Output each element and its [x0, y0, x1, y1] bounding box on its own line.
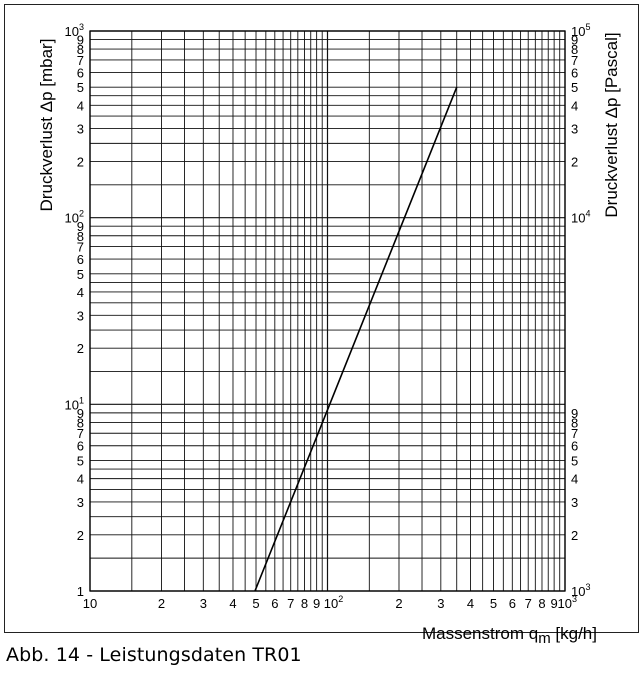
y-tick-label: 4 — [77, 285, 84, 300]
y-tick-label: 2 — [77, 154, 84, 169]
y-tick-label: 103 — [65, 22, 84, 39]
y-tick-label: 8 — [77, 415, 84, 430]
y2-tick-label: 4 — [571, 98, 578, 113]
series-line — [254, 86, 458, 592]
y2-tick-label: 3 — [571, 122, 578, 137]
series-layer — [254, 86, 458, 592]
tick-labels: 10 2 3 4 5 6 7 8 9 102 2 3 4 5 6 7 8 9 1031234567891012345… — [65, 22, 591, 611]
y2-tick-label: 5 — [571, 80, 578, 95]
y-tick-label: 9 — [77, 219, 84, 234]
y2-tick-label: 8 — [571, 415, 578, 430]
y2-tick-label: 6 — [571, 439, 578, 454]
y-tick-label: 5 — [77, 454, 84, 469]
plot-area — [89, 30, 566, 592]
y-tick-label: 6 — [77, 439, 84, 454]
x-axis-label: Massenstrom qm [kg/h] — [422, 624, 597, 647]
x-tick-label: 7 — [525, 596, 532, 611]
y-tick-label: 9 — [77, 406, 84, 421]
y2-tick-label: 104 — [571, 209, 590, 226]
x-tick-label: 4 — [467, 596, 474, 611]
y-tick-label: 4 — [77, 98, 84, 113]
x-axis-label-unit: [kg/h] — [551, 624, 597, 643]
y-tick-label: 2 — [77, 528, 84, 543]
x-tick-label: 3 — [437, 596, 444, 611]
figure-frame — [4, 4, 639, 633]
y-tick-label: 7 — [77, 53, 84, 68]
x-tick-label: 5 — [490, 596, 497, 611]
y-tick-label: 7 — [77, 426, 84, 441]
y-tick-label: 4 — [77, 472, 84, 487]
y2-tick-label: 7 — [571, 426, 578, 441]
x-axis-label-main: Massenstrom q — [422, 624, 538, 643]
y-tick-label: 3 — [77, 495, 84, 510]
y-tick-label: 6 — [77, 252, 84, 267]
x-tick-label: 102 — [324, 594, 343, 611]
x-tick-label: 2 — [158, 596, 165, 611]
y-tick-label: 6 — [77, 65, 84, 80]
x-tick-label: 3 — [200, 596, 207, 611]
y-tick-label: 3 — [77, 308, 84, 323]
y2-tick-label: 2 — [571, 528, 578, 543]
y-tick-label: 101 — [65, 395, 84, 412]
y2-tick-label: 3 — [571, 495, 578, 510]
x-tick-label: 6 — [509, 596, 516, 611]
y-tick-label: 1 — [77, 584, 84, 599]
y-tick-label: 3 — [77, 122, 84, 137]
x-axis-label-sub: m — [538, 630, 551, 647]
x-tick-label: 9 — [313, 596, 320, 611]
y-tick-label: 8 — [77, 229, 84, 244]
x-tick-label: 103 — [558, 594, 577, 611]
y2-tick-label: 9 — [571, 33, 578, 48]
y2-tick-label: 7 — [571, 53, 578, 68]
x-tick-label: 4 — [229, 596, 236, 611]
x-tick-label: 7 — [287, 596, 294, 611]
y2-tick-label: 4 — [571, 472, 578, 487]
x-tick-label: 5 — [252, 596, 259, 611]
figure-caption: Abb. 14 - Leistungsdaten TR01 — [6, 644, 302, 666]
grid — [89, 30, 566, 592]
y-tick-label: 2 — [77, 341, 84, 356]
y2-tick-label: 103 — [571, 582, 590, 599]
y-tick-label: 7 — [77, 240, 84, 255]
y-axis-label: Druckverlust Δp [mbar] — [37, 39, 56, 212]
y-tick-label: 5 — [77, 267, 84, 282]
y-tick-label: 102 — [65, 209, 84, 226]
y-tick-label: 5 — [77, 80, 84, 95]
y-tick-label: 9 — [77, 33, 84, 48]
y2-tick-label: 9 — [571, 406, 578, 421]
x-tick-label: 10 — [83, 596, 97, 611]
y-tick-label: 8 — [77, 42, 84, 57]
y2-tick-label: 2 — [571, 154, 578, 169]
y2-tick-label: 6 — [571, 65, 578, 80]
x-tick-label: 6 — [271, 596, 278, 611]
x-tick-label: 8 — [301, 596, 308, 611]
x-tick-label: 8 — [538, 596, 545, 611]
x-tick-label: 2 — [395, 596, 402, 611]
y2-axis-label: Druckverlust Δp [Pascal] — [602, 32, 621, 217]
y2-tick-label: 105 — [571, 22, 590, 39]
y2-tick-label: 5 — [571, 454, 578, 469]
y2-tick-label: 8 — [571, 42, 578, 57]
x-tick-label: 9 — [551, 596, 558, 611]
